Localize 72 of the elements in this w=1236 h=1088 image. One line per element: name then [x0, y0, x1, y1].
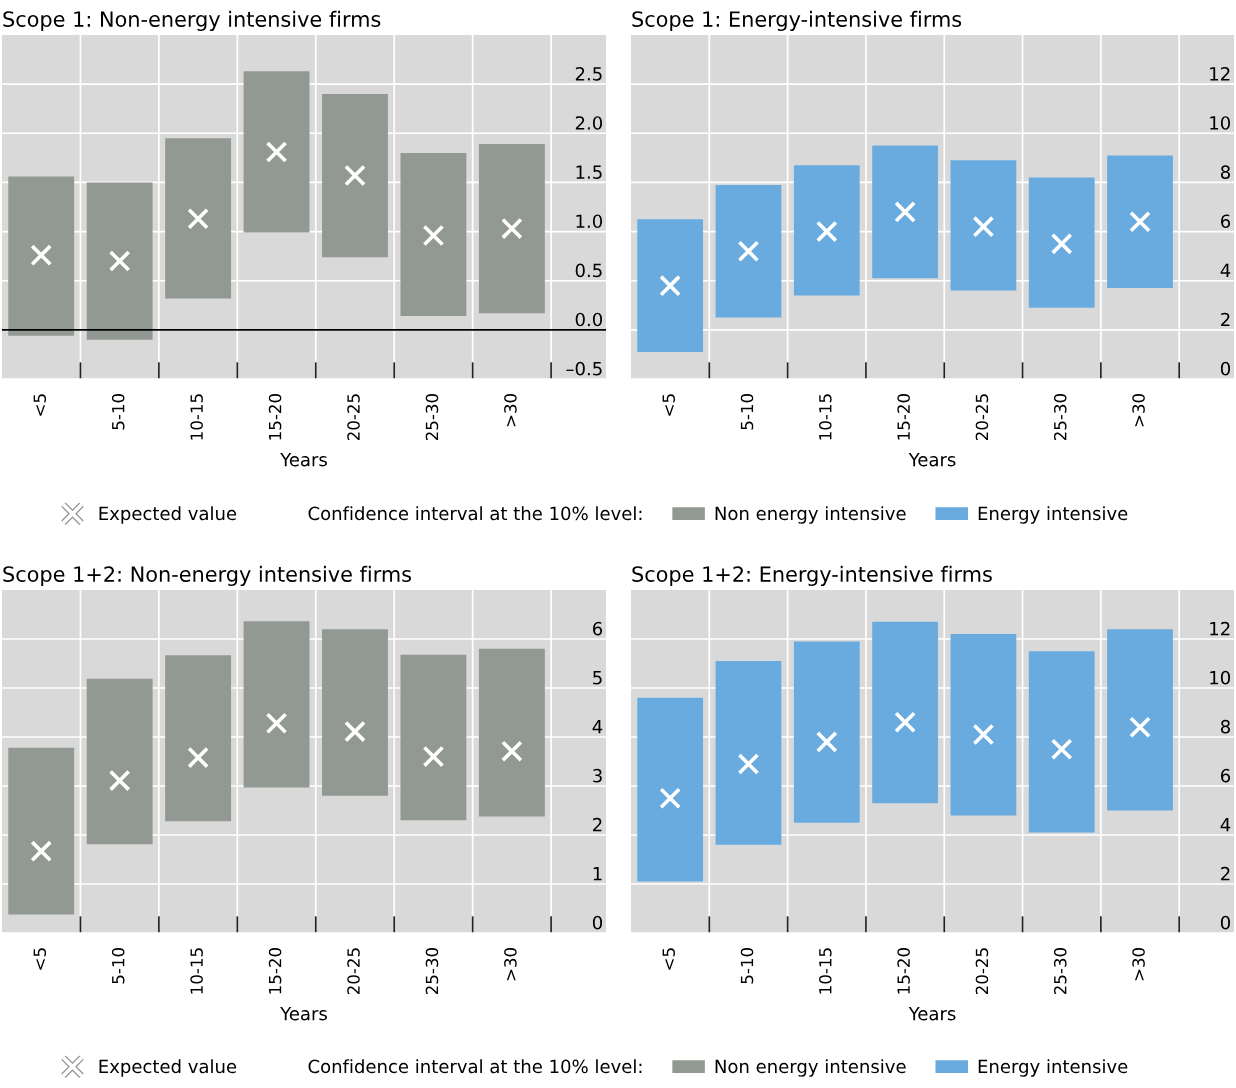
y-tick-label: 6 [1221, 768, 1231, 783]
x-tick-label: <5 [662, 948, 675, 970]
y-tick-label: 6 [593, 621, 603, 636]
x-axis-title: Years [908, 452, 956, 467]
y-tick-label: 12 [1210, 621, 1230, 636]
y-tick-label: 1 [593, 867, 602, 881]
y-tick-label: 10 [1210, 670, 1231, 685]
y-tick-label: 3 [593, 768, 602, 783]
y-tick-label: 4 [1220, 263, 1231, 277]
x-tick-label: >30 [1132, 948, 1145, 981]
x-tick-label: 20-25 [975, 948, 989, 995]
y-tick-label: 1.5 [576, 165, 602, 179]
chart-title: Scope 1: Non-energy intensive firms [3, 10, 381, 31]
legend-label: Expected value [99, 1059, 237, 1077]
x-tick-label: >30 [504, 948, 517, 981]
legend-label: Energy intensive [978, 506, 1128, 524]
chart-title: Scope 1+2: Non-energy intensive firms [3, 565, 412, 586]
y-tick-label: 0.0 [575, 312, 603, 327]
x-axis-title: Years [280, 452, 327, 467]
legend-title: Confidence interval at the 10% level: [308, 506, 642, 521]
y-tick-label: 2 [1221, 866, 1230, 881]
y-tick-label: 0.5 [575, 263, 602, 278]
x-tick-label: 20-25 [975, 394, 989, 441]
x-axis-title: Years [280, 1006, 327, 1021]
y-tick-label: 0 [1220, 915, 1231, 930]
y-tick-label: 2 [1221, 312, 1230, 327]
x-tick-label: 25-30 [1053, 394, 1067, 441]
legend-label: Non energy intensive [715, 506, 906, 524]
x-tick-label: <5 [33, 394, 47, 416]
y-tick-label: 12 [1210, 66, 1230, 81]
y-tick-label: 8 [1220, 719, 1230, 734]
legend-title: Confidence interval at the 10% level: [308, 1059, 642, 1074]
x-tick-label: 20-25 [347, 948, 360, 995]
x-axis-title: Years [908, 1006, 956, 1021]
x-tick-label: 5-10 [740, 394, 754, 430]
x-tick-label: 15-20 [897, 948, 910, 994]
y-tick-label: 2 [593, 817, 602, 832]
legend-label: Non energy intensive [715, 1059, 906, 1077]
x-tick-label: 20-25 [347, 394, 360, 441]
y-tick-label: 0 [1220, 361, 1231, 376]
x-tick-label: >30 [1132, 394, 1145, 427]
x-tick-label: 25-30 [425, 394, 439, 441]
x-tick-label: 10-15 [819, 948, 832, 994]
x-tick-label: 15-20 [897, 394, 910, 440]
chart-title: Scope 1+2: Energy-intensive firms [632, 565, 992, 586]
y-tick-label: 1.0 [576, 214, 603, 229]
y-tick-label: 8 [1220, 165, 1230, 179]
x-tick-label: 25-30 [1053, 948, 1067, 995]
chart-title: Scope 1: Energy-intensive firms [632, 10, 962, 31]
y-tick-label: 4 [1220, 818, 1231, 832]
x-tick-label: 15-20 [268, 948, 282, 994]
y-tick-label: 2.0 [575, 116, 603, 130]
y-tick-label: 0 [592, 915, 603, 930]
x-tick-label: 5-10 [111, 948, 125, 984]
x-tick-label: 10-15 [819, 394, 832, 440]
x-tick-label: 5-10 [111, 394, 125, 430]
y-tick-label: 5 [593, 671, 602, 685]
x-tick-label: <5 [33, 948, 47, 970]
x-tick-label: 5-10 [740, 948, 754, 984]
y-tick-label: 6 [1221, 214, 1231, 229]
x-tick-label: 15-20 [268, 394, 282, 440]
y-tick-label: 4 [592, 720, 603, 734]
x-tick-label: >30 [504, 394, 517, 427]
x-tick-label: <5 [662, 394, 675, 416]
y-tick-label: 10 [1210, 116, 1231, 130]
x-tick-label: 10-15 [190, 394, 203, 440]
x-tick-label: 25-30 [425, 948, 439, 995]
legend-label: Expected value [99, 506, 237, 524]
legend-label: Energy intensive [978, 1059, 1128, 1077]
y-tick-label: –0.5 [566, 361, 602, 376]
x-tick-label: 10-15 [190, 948, 203, 994]
y-tick-label: 2.5 [575, 66, 602, 81]
